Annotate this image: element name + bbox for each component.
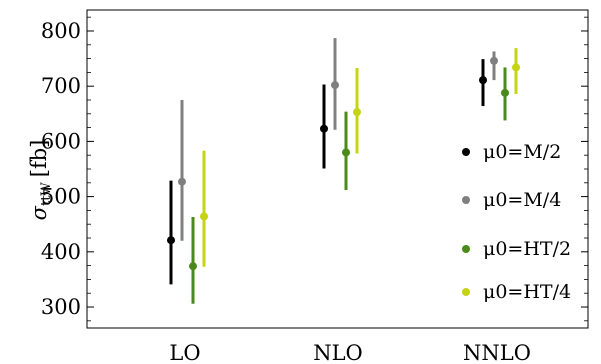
data-point bbox=[490, 56, 498, 65]
y-tick-label: 600 bbox=[41, 129, 81, 153]
y-axis-title-subscript: ttW bbox=[39, 182, 54, 206]
x-axis: LO NLO NNLO bbox=[169, 341, 531, 364]
y-axis-title-symbol: σ bbox=[27, 205, 51, 220]
data-point bbox=[200, 212, 208, 221]
legend-label: μ0=HT/4 bbox=[483, 281, 571, 303]
legend: μ0=M/2 μ0=M/4 μ0=HT/2 μ0=HT/4 bbox=[462, 141, 571, 303]
legend-label: μ0=M/2 bbox=[483, 141, 561, 163]
data-point bbox=[178, 177, 186, 186]
legend-label: μ0=M/4 bbox=[483, 189, 561, 211]
x-tick-label: LO bbox=[169, 341, 200, 364]
data-point bbox=[353, 108, 361, 117]
data-point bbox=[479, 76, 487, 85]
y-tick-label: 700 bbox=[41, 74, 81, 98]
y-tick-label: 400 bbox=[41, 240, 81, 264]
data-point bbox=[342, 148, 350, 157]
y-axis-title: σttW [fb] bbox=[27, 140, 54, 221]
legend-marker bbox=[462, 288, 470, 296]
y-axis-title-unit: [fb] bbox=[27, 140, 51, 178]
data-point bbox=[501, 88, 509, 97]
data-point bbox=[512, 63, 520, 72]
series-group bbox=[178, 38, 498, 241]
legend-marker bbox=[462, 148, 470, 156]
series-group bbox=[167, 59, 487, 285]
data-point bbox=[320, 124, 328, 133]
y-tick-label: 800 bbox=[41, 19, 81, 43]
legend-marker bbox=[462, 196, 470, 204]
legend-marker bbox=[462, 245, 470, 253]
y-tick-label: 500 bbox=[41, 185, 81, 209]
legend-label: μ0=HT/2 bbox=[483, 238, 571, 260]
x-tick-label: NNLO bbox=[463, 341, 531, 364]
y-axis: 300 400 500 600 700 800 bbox=[41, 16, 588, 322]
series-layer bbox=[167, 38, 520, 304]
series-group bbox=[200, 48, 520, 267]
data-point bbox=[331, 81, 339, 90]
y-tick-label: 300 bbox=[41, 295, 81, 319]
data-point bbox=[167, 236, 175, 245]
series-group bbox=[189, 67, 509, 304]
data-point bbox=[189, 262, 197, 271]
x-tick-label: NLO bbox=[313, 341, 363, 364]
